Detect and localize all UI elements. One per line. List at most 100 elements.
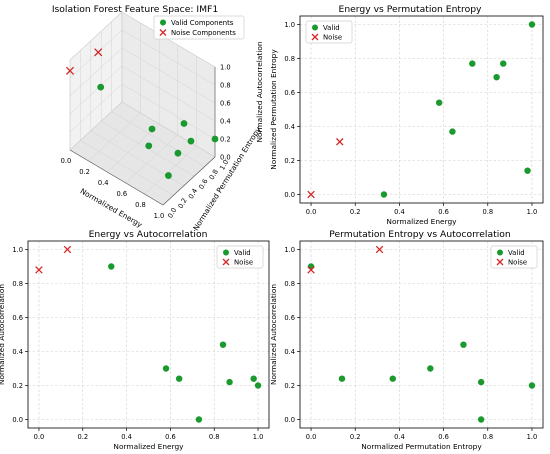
y-tick-label: 0.6 [197, 178, 209, 191]
legend-box [153, 15, 245, 40]
data-point-valid [307, 263, 315, 270]
x-tick-label: 0.0 [306, 433, 317, 441]
panel-energy-vs-autocorrelation: Energy vs Autocorrelation 0.0 0.2 0.4 0.6 0.… [0, 229, 270, 451]
legend-marker-noise [159, 29, 167, 36]
y-tick-label: 1.0 [284, 246, 295, 254]
gridline-3d [121, 101, 216, 158]
panel-permutation-entropy-vs-autocorrelation: Permutation Entropy vs Autocorrelation 0… [269, 229, 544, 451]
data-point-valid [165, 172, 172, 179]
x-tick-label: 0.4 [394, 208, 405, 216]
y-tick-label: 0.4 [12, 348, 23, 356]
y-tick-label: 0.2 [284, 157, 295, 165]
legend-marker-valid [160, 19, 166, 26]
data-point-valid [477, 416, 485, 423]
plot-frame [299, 15, 544, 204]
x-tick-label: 1.0 [154, 212, 165, 220]
z-tick-label: 1.0 [220, 64, 231, 72]
x-tick-label: 0.8 [135, 201, 146, 209]
legend-marker-valid [223, 249, 229, 256]
z-tick-label: 0.6 [220, 100, 231, 108]
legend-label-noise: Noise [234, 259, 253, 267]
data-point-valid [477, 378, 485, 386]
data-point-valid [528, 21, 536, 28]
x-tick-label: 0.2 [79, 168, 90, 176]
y-tick-label: 0.8 [12, 280, 23, 288]
gridline-3d [121, 83, 216, 140]
x-tick-label: 0.4 [394, 433, 405, 441]
data-point-valid [162, 365, 170, 372]
y-axis-label: Normalized Autocorrelation [0, 284, 6, 385]
y-tick-label: 0.4 [284, 123, 295, 131]
x-tick-label: 0.2 [350, 208, 361, 216]
y-tick-label: 0.8 [208, 168, 220, 181]
chart-title: Isolation Forest Feature Space: IMF1 [52, 4, 218, 15]
gridline-3d [121, 65, 216, 122]
data-point-noise [63, 245, 72, 254]
x-tick-label: 0.0 [61, 157, 72, 165]
data-point-valid [195, 416, 203, 423]
data-point-valid [180, 120, 188, 127]
data-point-noise [65, 66, 75, 75]
data-point-valid [97, 83, 105, 91]
y-tick-label: 0.0 [12, 416, 23, 424]
y-tick-label: 1.0 [284, 21, 295, 29]
gridline-3d [69, 47, 123, 97]
data-point-valid [108, 263, 115, 270]
y-axis-label: Normalized Permutation Entropy [269, 49, 278, 170]
data-point-valid [250, 375, 257, 382]
gridline-3d [125, 134, 178, 184]
data-point-valid [380, 191, 388, 198]
y-tick-label: 0.8 [284, 280, 295, 288]
gridline-3d [121, 29, 216, 86]
y-axis-line [162, 156, 216, 206]
x-axis-label: Normalized Permutation Entropy [361, 442, 482, 451]
data-point-valid [449, 128, 456, 135]
z-tick-label: 0.2 [220, 136, 231, 144]
y-tick-label: 0.4 [187, 187, 199, 200]
x-tick-label: 0.8 [209, 433, 220, 441]
gridline-3d [69, 11, 123, 61]
data-point-valid [524, 167, 531, 174]
y-tick-label: 0.2 [284, 382, 295, 390]
data-point-valid [148, 125, 156, 133]
data-point-valid [500, 60, 507, 67]
data-point-valid [254, 382, 262, 389]
z-tick-label: 0.0 [220, 154, 231, 162]
plot-frame [27, 240, 270, 429]
data-point-valid [528, 382, 536, 389]
legend-marker-noise [496, 258, 504, 266]
gridline-3d [80, 140, 174, 196]
x-tick-label: 0.2 [77, 433, 88, 441]
y-tick-label: 0.4 [284, 348, 295, 356]
x-tick-label: 1.0 [253, 433, 264, 441]
data-point-valid [175, 375, 183, 382]
legend-label-noise: Noise [508, 259, 527, 267]
legend-marker-noise [311, 33, 319, 41]
x-tick-label: 0.0 [34, 433, 45, 441]
z-tick-label: 0.8 [220, 82, 231, 90]
data-point-valid [226, 378, 233, 386]
x-tick-label: 0.8 [482, 208, 493, 216]
legend-marker-noise [222, 258, 230, 266]
y-tick-label: 0.6 [284, 314, 295, 322]
y-tick-label: 1.0 [12, 246, 23, 254]
legend-label-valid: Valid [508, 249, 525, 257]
legend-label-noise: Noise [323, 34, 342, 42]
data-point-noise [307, 190, 315, 199]
y-tick-label: 0.2 [12, 382, 23, 390]
data-point-valid [219, 341, 227, 348]
y-tick-label: 0.6 [284, 89, 295, 97]
legend-marker-valid [312, 24, 318, 31]
panel-energy-vs-permutation-entropy: Energy vs Permutation Entropy 0.0 0.2 0.4 0… [269, 4, 544, 226]
y-tick-label: 0.2 [177, 197, 189, 210]
legend-label-valid: Valid Components [171, 19, 234, 27]
data-point-valid [435, 99, 443, 106]
x-tick-label: 1.0 [527, 433, 538, 441]
data-point-valid [174, 149, 182, 157]
gridline-3d [144, 145, 197, 195]
data-point-valid [389, 375, 396, 382]
plot-frame [299, 240, 544, 429]
x-tick-label: 0.4 [121, 433, 132, 441]
x-tick-label: 0.6 [438, 208, 449, 216]
